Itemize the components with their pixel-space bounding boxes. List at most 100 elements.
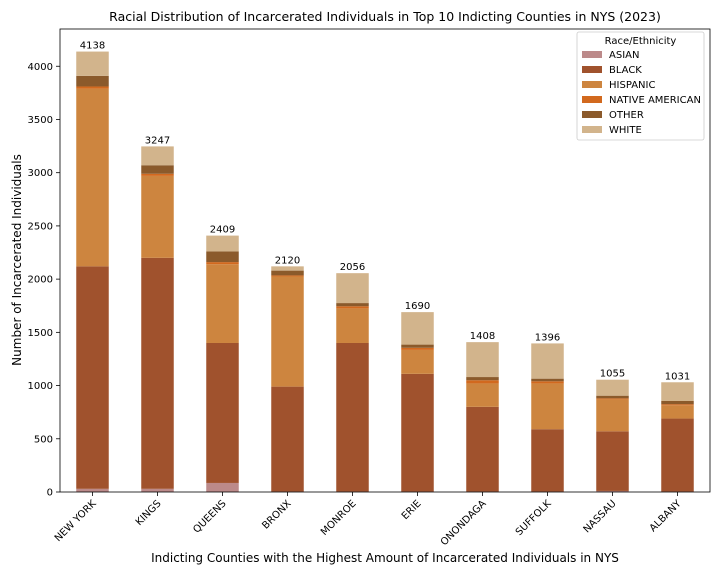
bar-black-suffolk (531, 429, 564, 492)
x-tick-label-suffolk: SUFFOLK (514, 498, 554, 538)
bar-native-american-queens (206, 262, 239, 265)
bar-black-new-york (76, 266, 109, 489)
bar-native-american-erie (401, 347, 434, 350)
x-axis-label: Indicting Counties with the Highest Amou… (151, 551, 619, 565)
bar-white-nassau (596, 379, 629, 396)
y-tick-label-4000: 4000 (28, 62, 53, 73)
legend-label-hispanic: HISPANIC (609, 80, 655, 91)
total-label-monroe: 2056 (340, 262, 365, 273)
bar-black-kings (141, 257, 174, 489)
legend-swatch-asian (582, 51, 602, 58)
bar-native-american-nassau (596, 398, 629, 400)
bar-black-monroe (336, 342, 369, 492)
y-tick-label-1500: 1500 (28, 328, 53, 339)
x-tick-label-nassau: NASSAU (582, 498, 619, 535)
bar-black-onondaga (466, 406, 499, 492)
y-tick-label-3500: 3500 (28, 115, 53, 126)
legend-swatch-black (582, 66, 602, 73)
plot-frame (59, 28, 711, 493)
bar-asian-nassau (596, 490, 629, 492)
bar-other-queens (206, 251, 239, 263)
bar-hispanic-suffolk (531, 383, 564, 430)
bar-hispanic-bronx (271, 276, 304, 387)
bar-hispanic-kings (141, 175, 174, 258)
y-tick-label-1000: 1000 (28, 381, 53, 392)
y-tick-label-500: 500 (34, 434, 53, 445)
total-label-queens: 2409 (210, 225, 235, 236)
bar-native-american-monroe (336, 306, 369, 309)
y-tick-label-0: 0 (47, 488, 53, 499)
bar-native-american-onondaga (466, 380, 499, 384)
legend-label-white: WHITE (609, 125, 642, 136)
y-axis: 0 500 1000 1500 2000 2500 3000 3500 4000 (28, 62, 60, 499)
bar-black-erie (401, 373, 434, 492)
bar-white-albany (661, 382, 694, 401)
bar-other-kings (141, 165, 174, 174)
x-tick-label-kings: KINGS (134, 498, 164, 528)
bar-white-erie (401, 312, 434, 345)
bar-other-suffolk (531, 378, 564, 382)
x-tick-label-queens: QUEENS (191, 498, 228, 535)
legend: Race/Ethnicity ASIAN BLACK HISPANIC NATIVE A… (576, 31, 705, 141)
y-axis-label: Number of Incarcerated Individuals (10, 154, 24, 366)
x-tick-label-bronx: BRONX (260, 498, 293, 531)
bar-native-american-kings (141, 173, 174, 176)
total-label-bronx: 2120 (275, 255, 300, 266)
bar-asian-queens (206, 482, 239, 492)
legend-swatch-native-american (582, 96, 602, 103)
bar-asian-kings (141, 488, 174, 492)
bar-black-queens (206, 342, 239, 483)
bar-other-onondaga (466, 377, 499, 381)
bar-native-american-albany (661, 404, 694, 406)
bar-hispanic-monroe (336, 308, 369, 343)
bar-hispanic-queens (206, 264, 239, 343)
bar-white-queens (206, 235, 239, 252)
bar-other-bronx (271, 270, 304, 276)
bar-white-monroe (336, 273, 369, 304)
bar-native-american-new-york (76, 86, 109, 89)
total-label-kings: 3247 (145, 135, 170, 146)
legend-swatch-other (582, 111, 602, 118)
bar-hispanic-new-york (76, 88, 109, 267)
legend-box (576, 31, 705, 141)
bar-other-nassau (596, 395, 629, 399)
x-tick-label-new-york: NEW YORK (53, 498, 99, 544)
total-label-new-york: 4138 (80, 41, 105, 52)
legend-label-native-american: NATIVE AMERICAN (609, 95, 701, 106)
y-tick-label-2000: 2000 (28, 275, 53, 286)
total-label-nassau: 1055 (600, 369, 625, 380)
bar-asian-new-york (76, 488, 109, 492)
total-label-suffolk: 1396 (535, 332, 560, 343)
x-tick-label-onondaga: ONONDAGA (439, 498, 489, 548)
bar-white-kings (141, 146, 174, 166)
bar-black-nassau (596, 431, 629, 491)
x-axis: NEW YORK KINGS QUEENS BRONX MONROE ERIE ONONDA… (53, 492, 684, 548)
bar-native-american-bronx (271, 275, 304, 277)
bar-other-monroe (336, 303, 369, 307)
bar-white-bronx (271, 266, 304, 271)
bar-white-new-york (76, 51, 109, 76)
legend-swatch-white (582, 126, 602, 133)
x-tick-label-monroe: MONROE (319, 498, 359, 538)
bar-white-onondaga (466, 342, 499, 378)
bar-native-american-suffolk (531, 381, 564, 384)
legend-label-black: BLACK (609, 65, 642, 76)
bar-hispanic-albany (661, 405, 694, 419)
plot-area: 4138 3247 2409 2120 2056 1690 1408 1396 1055 1031 (59, 28, 711, 493)
bar-black-bronx (271, 386, 304, 492)
x-tick-label-albany: ALBANY (648, 498, 684, 534)
bar-other-erie (401, 344, 434, 348)
legend-title: Race/Ethnicity (605, 36, 677, 47)
legend-label-asian: ASIAN (609, 50, 639, 61)
legend-label-other: OTHER (609, 110, 644, 121)
total-label-erie: 1690 (405, 301, 430, 312)
bar-other-albany (661, 400, 694, 405)
y-tick-label-3000: 3000 (28, 168, 53, 179)
bar-black-albany (661, 418, 694, 492)
bar-hispanic-erie (401, 349, 434, 374)
chart-title: Racial Distribution of Incarcerated Indi… (109, 9, 661, 24)
bar-hispanic-onondaga (466, 383, 499, 407)
x-tick-label-erie: ERIE (400, 498, 424, 522)
total-label-onondaga: 1408 (470, 331, 495, 342)
